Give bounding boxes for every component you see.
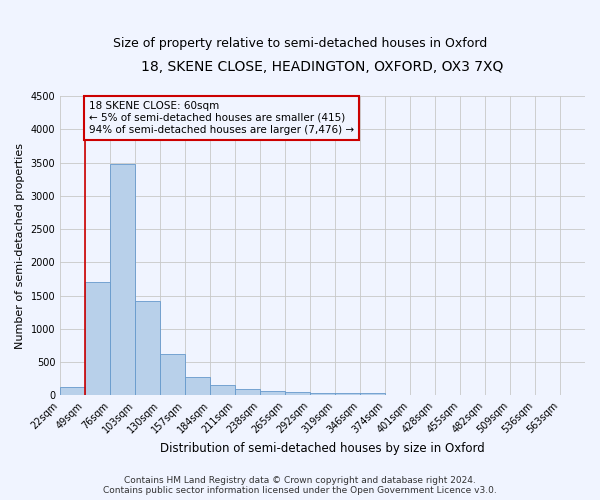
- Bar: [235, 390, 260, 396]
- Y-axis label: Number of semi-detached properties: Number of semi-detached properties: [15, 142, 25, 348]
- Bar: [110, 164, 135, 396]
- Title: 18, SKENE CLOSE, HEADINGTON, OXFORD, OX3 7XQ: 18, SKENE CLOSE, HEADINGTON, OXFORD, OX3…: [142, 60, 504, 74]
- Bar: [285, 392, 310, 396]
- Bar: [210, 384, 235, 396]
- Text: Size of property relative to semi-detached houses in Oxford: Size of property relative to semi-detach…: [113, 38, 487, 51]
- Text: Contains HM Land Registry data © Crown copyright and database right 2024.
Contai: Contains HM Land Registry data © Crown c…: [103, 476, 497, 495]
- Bar: [85, 282, 110, 396]
- Bar: [60, 386, 85, 396]
- Bar: [185, 376, 210, 396]
- Bar: [360, 394, 385, 396]
- Bar: [260, 392, 285, 396]
- Bar: [310, 392, 335, 396]
- X-axis label: Distribution of semi-detached houses by size in Oxford: Distribution of semi-detached houses by …: [160, 442, 485, 455]
- Bar: [135, 301, 160, 396]
- Bar: [160, 354, 185, 396]
- Bar: [335, 393, 360, 396]
- Text: 18 SKENE CLOSE: 60sqm
← 5% of semi-detached houses are smaller (415)
94% of semi: 18 SKENE CLOSE: 60sqm ← 5% of semi-detac…: [89, 102, 354, 134]
